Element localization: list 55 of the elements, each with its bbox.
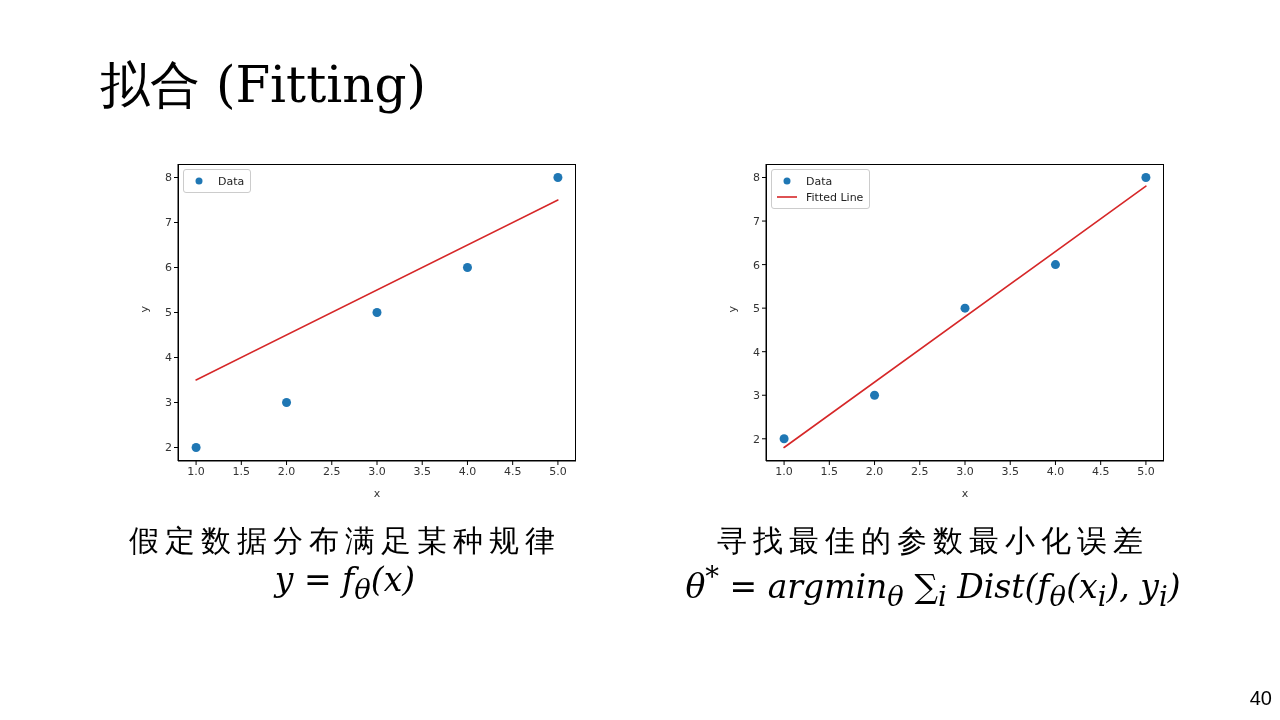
x-tick-label: 2.5	[911, 464, 929, 478]
x-axis-title: x	[373, 487, 381, 500]
y-tick-label: 7	[165, 216, 172, 230]
y-tick-label: 7	[753, 214, 760, 228]
x-tick-label: 4.5	[1091, 464, 1110, 478]
y-axis-title: y	[725, 305, 739, 313]
legend-label: Data	[218, 174, 245, 188]
text: 假定数据分布满足某种规律	[129, 523, 561, 558]
x-tick-label: 3.0	[956, 464, 974, 478]
y-tick-label: 4	[753, 345, 760, 359]
x-tick-label: 4.0	[1046, 464, 1065, 478]
text: θ$^{*}$ = argmin$_{θ}$ ∑$_{i}$ Dist(f$_{θ}$(x$_{i}$), y$_{i}$)	[685, 560, 1181, 612]
point	[1050, 260, 1060, 270]
point	[779, 434, 789, 444]
y-tick-label: 3	[165, 396, 172, 410]
x-tick-label: 1.5	[232, 464, 251, 478]
point	[462, 263, 472, 272]
y-tick-label: 6	[753, 258, 760, 272]
x-tick-label: 1.5	[820, 464, 839, 478]
point	[553, 173, 563, 182]
text: 40	[1249, 687, 1272, 710]
x-tick-label: 5.0	[549, 464, 567, 478]
y-tick-label: 8	[165, 171, 172, 185]
x-tick-label: 1.0	[775, 464, 793, 478]
point	[960, 303, 970, 313]
x-tick-label: 2.0	[865, 464, 884, 478]
point	[870, 390, 880, 400]
chart-title: 拟合 (Fitting)	[100, 55, 426, 116]
x-tick-label: 3.5	[413, 464, 431, 478]
x-tick-label: 3.5	[1001, 464, 1019, 478]
x-axis-title: x	[961, 487, 969, 500]
y-tick-label: 5	[165, 306, 172, 320]
legend-label: Data	[806, 174, 833, 188]
x-tick-label: 2.0	[277, 464, 296, 478]
text: 寻找最佳的参数最小化误差	[717, 523, 1149, 558]
y-tick-label: 8	[753, 171, 760, 185]
y-tick-label: 3	[753, 389, 760, 403]
point	[1141, 173, 1151, 182]
y-tick-label: 5	[753, 302, 760, 316]
y-axis-title: y	[137, 305, 151, 313]
y-tick-label: 2	[165, 441, 172, 455]
x-tick-label: 3.0	[368, 464, 386, 478]
y-tick-label: 4	[165, 351, 172, 365]
point	[372, 308, 382, 317]
point	[191, 443, 201, 452]
x-tick-label: 4.0	[458, 464, 477, 478]
x-tick-label: 5.0	[1137, 464, 1155, 478]
y-tick-label: 6	[165, 261, 172, 275]
y-tick-label: 2	[753, 432, 760, 446]
point	[282, 398, 292, 407]
legend-label: Fitted Line	[806, 190, 864, 204]
text: y = f$_{θ}$(x)	[272, 560, 417, 605]
x-tick-label: 2.5	[323, 464, 341, 478]
x-tick-label: 4.5	[503, 464, 522, 478]
x-tick-label: 1.0	[187, 464, 205, 478]
